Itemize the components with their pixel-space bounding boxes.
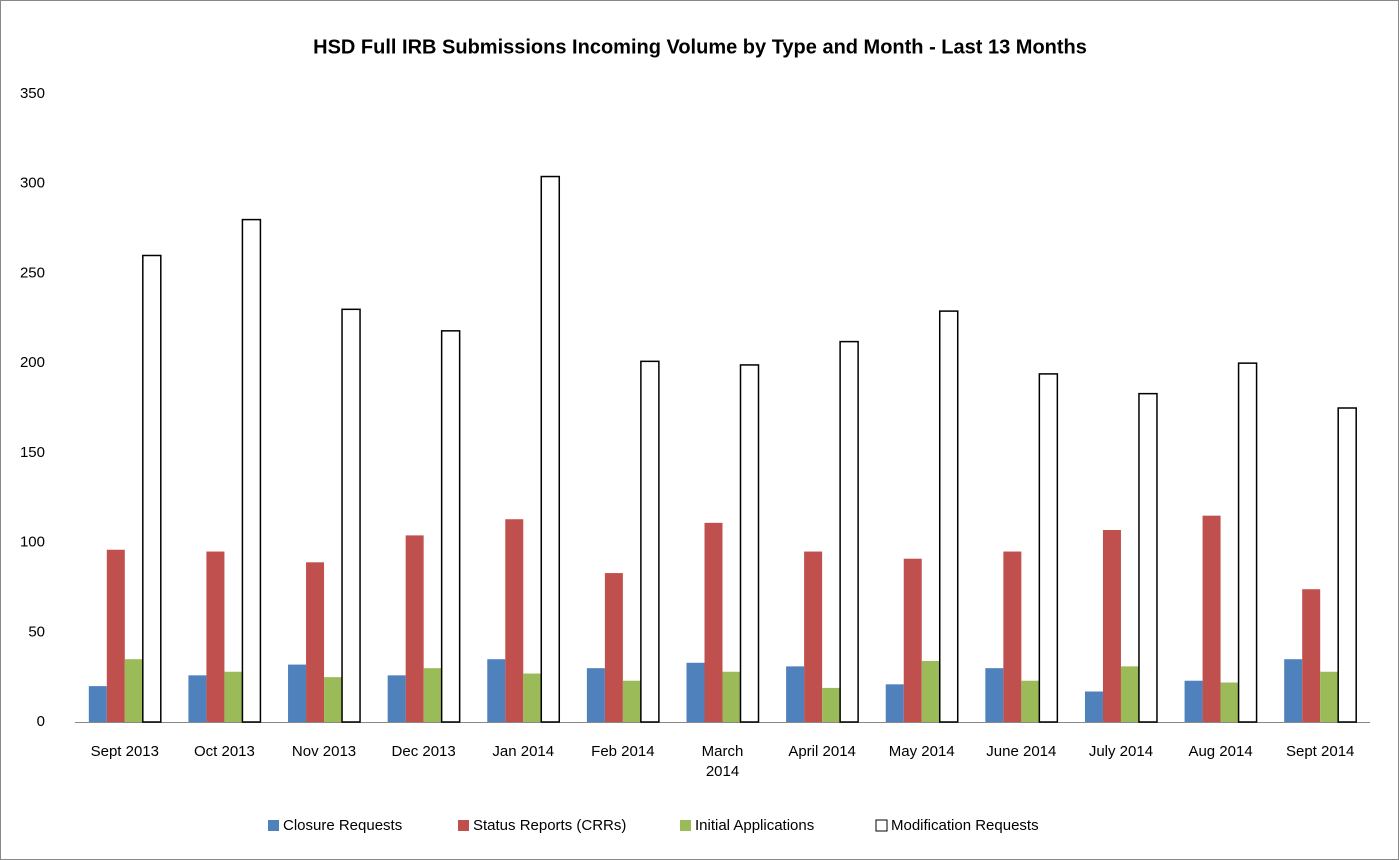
x-tick-label: Sept 2013	[90, 743, 159, 760]
bar	[686, 662, 705, 722]
bar	[604, 573, 623, 722]
legend-label: Modification Requests	[891, 817, 1039, 834]
bar	[341, 308, 361, 723]
bar	[188, 675, 207, 722]
legend-swatch	[268, 820, 279, 831]
y-tick-label: 350	[20, 85, 45, 102]
bar	[1038, 373, 1059, 723]
bar	[1021, 680, 1040, 722]
bar	[1237, 362, 1258, 723]
bar	[241, 218, 262, 723]
bar	[903, 558, 922, 722]
bar	[142, 254, 162, 723]
bar	[540, 175, 561, 723]
bar	[306, 562, 325, 722]
bar	[921, 660, 940, 722]
x-tick-label: Oct 2013	[193, 743, 255, 760]
legend-label: Status Reports (CRRs)	[473, 817, 626, 834]
bar	[839, 340, 859, 723]
x-tick-label: Sept 2014	[1285, 743, 1355, 760]
y-tick-label: 150	[20, 444, 45, 461]
x-tick-label: April 2014	[788, 743, 856, 760]
bar	[704, 522, 723, 722]
bar	[88, 686, 107, 722]
bar	[1320, 671, 1339, 722]
bar	[722, 671, 741, 722]
x-tick-label: Jan 2014	[492, 743, 555, 760]
bar	[405, 535, 424, 722]
bar	[622, 680, 641, 722]
bar	[1102, 530, 1121, 722]
x-tick-label: May 2014	[888, 743, 955, 760]
bar	[1284, 659, 1303, 722]
x-tick-label: March 2014	[701, 743, 744, 780]
x-tick-label: July 2014	[1088, 743, 1154, 760]
bar	[324, 677, 343, 722]
bar	[1337, 407, 1357, 723]
bar	[1120, 666, 1139, 722]
chart-title: HSD Full IRB Submissions Incoming Volume…	[313, 36, 1087, 58]
bar	[938, 310, 959, 723]
y-tick-label: 50	[28, 623, 45, 640]
bar	[586, 668, 605, 722]
bar	[1138, 392, 1158, 723]
bar	[440, 330, 461, 723]
legend-swatch	[680, 820, 691, 831]
bar	[387, 675, 406, 722]
x-tick-label: June 2014	[986, 743, 1057, 760]
legend-label: Initial Applications	[695, 817, 814, 834]
bar	[106, 549, 125, 722]
bar	[1302, 589, 1321, 722]
y-tick-label: 300	[20, 175, 45, 192]
bar	[822, 687, 841, 722]
bar	[206, 551, 225, 722]
y-tick-label: 250	[20, 264, 45, 281]
y-tick-label: 200	[20, 354, 45, 371]
bar	[739, 364, 760, 723]
bar	[1084, 691, 1103, 722]
bar	[804, 551, 823, 722]
bar	[487, 659, 506, 722]
bar	[523, 673, 542, 722]
y-tick-label: 100	[20, 534, 45, 551]
bar	[985, 668, 1004, 722]
x-tick-label: Feb 2014	[591, 743, 655, 760]
bar	[640, 360, 660, 723]
bar	[1003, 551, 1022, 722]
bar	[1202, 515, 1221, 722]
legend-swatch	[458, 820, 469, 831]
x-tick-label: Dec 2013	[391, 743, 456, 760]
bar	[124, 659, 143, 722]
bar	[423, 668, 442, 722]
x-tick-label: Aug 2014	[1188, 743, 1253, 760]
bar	[786, 666, 805, 722]
legend-label: Closure Requests	[283, 817, 402, 834]
bar	[1220, 682, 1239, 722]
y-tick-label: 0	[37, 713, 45, 730]
bar	[885, 684, 904, 722]
bar	[224, 671, 243, 722]
legend-swatch	[875, 819, 888, 832]
bar	[288, 664, 307, 722]
bar	[1184, 680, 1203, 722]
bar	[505, 519, 524, 722]
x-tick-label: Nov 2013	[291, 743, 357, 760]
